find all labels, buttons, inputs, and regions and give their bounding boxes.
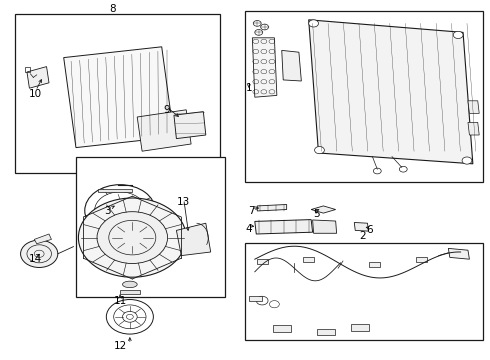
Text: 6: 6 — [367, 225, 373, 235]
Bar — [245, 243, 483, 340]
Polygon shape — [468, 122, 479, 135]
Polygon shape — [257, 204, 287, 211]
Text: 1: 1 — [245, 83, 252, 93]
Polygon shape — [448, 248, 469, 259]
Text: 5: 5 — [313, 209, 319, 219]
Bar — [369, 262, 380, 267]
Bar — [24, 67, 30, 72]
Bar — [416, 257, 427, 262]
Bar — [257, 259, 268, 264]
Polygon shape — [174, 112, 206, 139]
Bar — [351, 324, 369, 331]
Polygon shape — [255, 220, 313, 234]
Bar — [273, 325, 291, 332]
Polygon shape — [252, 38, 277, 97]
Circle shape — [309, 20, 318, 27]
Text: 7: 7 — [248, 206, 255, 216]
Bar — [245, 11, 483, 182]
Polygon shape — [176, 223, 211, 256]
Polygon shape — [137, 110, 191, 151]
Text: 2: 2 — [359, 231, 366, 241]
Circle shape — [453, 31, 463, 39]
Ellipse shape — [105, 188, 125, 192]
Polygon shape — [309, 20, 473, 164]
Polygon shape — [120, 290, 140, 294]
Text: 9: 9 — [163, 105, 170, 115]
Polygon shape — [34, 234, 51, 244]
Polygon shape — [27, 67, 49, 88]
Text: 11: 11 — [113, 296, 127, 306]
Text: 12: 12 — [113, 341, 127, 351]
Polygon shape — [249, 296, 262, 301]
Circle shape — [97, 212, 168, 264]
Circle shape — [78, 198, 186, 277]
Bar — [317, 329, 335, 335]
Text: 4: 4 — [245, 224, 252, 234]
Polygon shape — [313, 220, 337, 233]
Polygon shape — [98, 189, 132, 192]
Bar — [15, 14, 220, 173]
Circle shape — [462, 157, 472, 164]
Text: 13: 13 — [177, 197, 191, 207]
Polygon shape — [354, 222, 368, 231]
Bar — [76, 157, 225, 297]
Text: 3: 3 — [104, 206, 111, 216]
Text: 8: 8 — [109, 4, 116, 14]
Circle shape — [315, 147, 324, 154]
Circle shape — [85, 185, 155, 237]
Bar — [303, 257, 314, 262]
Polygon shape — [468, 101, 479, 113]
Text: 10: 10 — [29, 89, 42, 99]
Circle shape — [21, 240, 58, 267]
Polygon shape — [282, 50, 301, 81]
Text: 14: 14 — [29, 254, 43, 264]
Polygon shape — [64, 47, 174, 148]
Polygon shape — [311, 206, 336, 213]
Circle shape — [106, 300, 153, 334]
Ellipse shape — [122, 281, 137, 288]
